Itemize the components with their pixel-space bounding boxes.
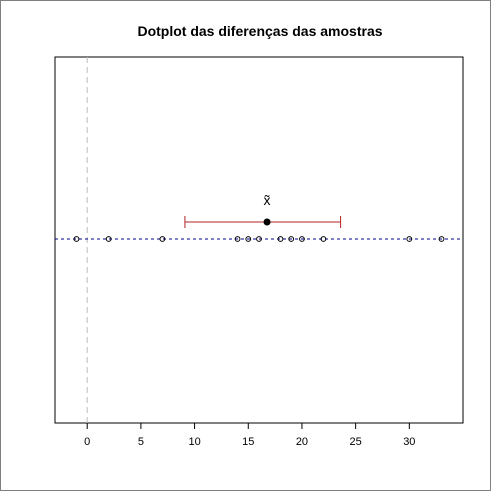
x-tick-label-15: 15: [242, 436, 254, 448]
data-point-6: [277, 236, 284, 242]
data-point-10: [406, 236, 413, 242]
plot-box: [54, 56, 464, 424]
x-tick-label-0: 0: [84, 436, 90, 448]
x-tick-label-20: 20: [296, 436, 308, 448]
plot-area: [54, 56, 464, 424]
data-point-5: [256, 236, 262, 242]
median-label: x̃: [264, 192, 271, 208]
data-point-11: [438, 236, 445, 242]
data-point-8: [299, 236, 305, 242]
median-point: [263, 218, 271, 226]
data-point-2: [159, 236, 166, 242]
x-tick-label-5: 5: [138, 436, 144, 448]
x-axis: 0 5 10 15 20 25 30: [84, 423, 415, 448]
chart-title: Dotplot das diferenças das amostras: [137, 23, 382, 39]
data-point-0: [73, 236, 80, 242]
data-point-7: [288, 236, 295, 242]
data-point-9: [320, 236, 327, 242]
data-point-3: [234, 236, 241, 242]
x-tick-label-10: 10: [188, 436, 200, 448]
x-tick-label-25: 25: [350, 436, 362, 448]
x-tick-label-30: 30: [403, 436, 415, 448]
data-point-1: [105, 236, 112, 242]
data-point-4: [245, 236, 252, 242]
chart-marks: x̃: [73, 192, 445, 242]
